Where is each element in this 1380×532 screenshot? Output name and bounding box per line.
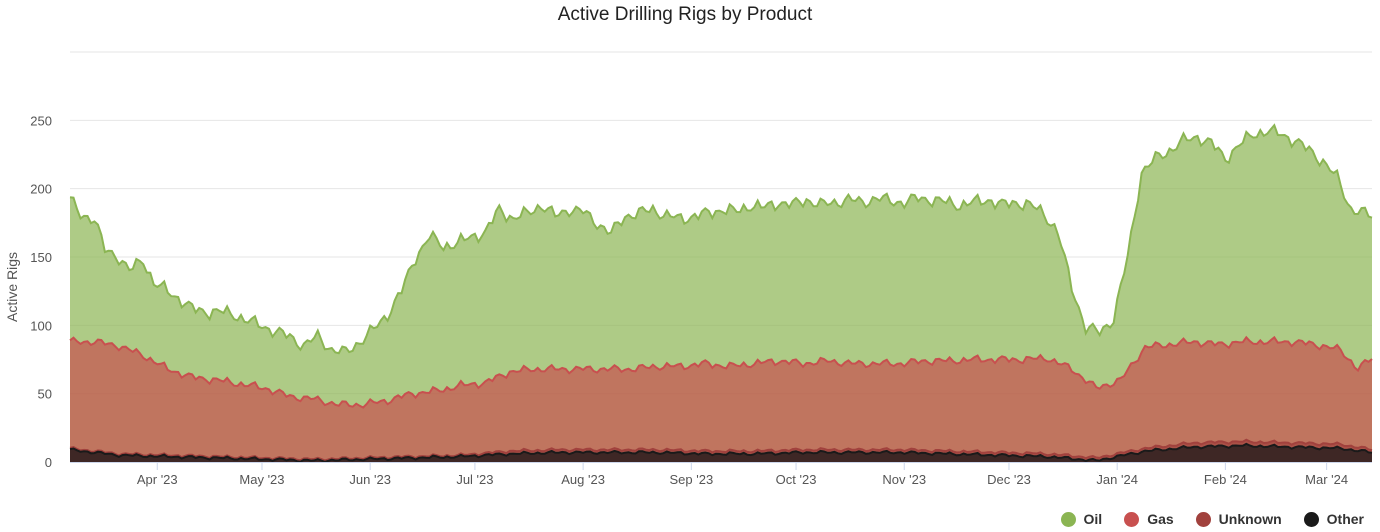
y-axis-title: Active Rigs: [4, 252, 20, 322]
legend-item-gas[interactable]: Gas: [1124, 511, 1174, 527]
x-tick-label: Sep '23: [669, 472, 713, 487]
legend-oil-label: Oil: [1083, 511, 1103, 527]
y-tick-label: 100: [30, 318, 52, 333]
y-tick-label: 50: [38, 387, 52, 402]
series-area-other: [70, 443, 1372, 462]
x-tick-label: Jan '24: [1096, 472, 1138, 487]
x-tick-label: Jun '23: [349, 472, 391, 487]
legend-other-label: Other: [1326, 511, 1364, 527]
y-tick-label: 250: [30, 113, 52, 128]
x-tick-label: Oct '23: [776, 472, 817, 487]
x-tick-label: Mar '24: [1305, 472, 1348, 487]
series-area-gas: [70, 337, 1372, 462]
y-tick-label: 200: [30, 182, 52, 197]
legend-gas-marker: [1124, 511, 1140, 527]
legend-item-other[interactable]: Other: [1303, 511, 1364, 527]
legend-unknown-label: Unknown: [1218, 511, 1282, 527]
series-areas: [69, 123, 1373, 463]
x-tick-label: May '23: [239, 472, 284, 487]
legend-item-unknown[interactable]: Unknown: [1195, 511, 1282, 527]
series-line-gas: [69, 335, 1373, 409]
x-tick-label: Aug '23: [561, 472, 605, 487]
x-tick-label: Feb '24: [1204, 472, 1247, 487]
axes: Active Rigs 0 50 100 150 200 250 Apr '23 May '2…: [4, 113, 1372, 487]
series-line-unknown: [69, 438, 1373, 462]
y-tick-label: 0: [45, 455, 52, 470]
legend: Oil Gas Unknown Other: [1060, 508, 1364, 530]
series-line-other: [69, 442, 1373, 463]
x-tick-label: Nov '23: [882, 472, 926, 487]
chart-title: Active Drilling Rigs by Product: [557, 4, 813, 25]
legend-gas-label: Gas: [1147, 511, 1174, 527]
series-line-oil: [69, 123, 1373, 355]
x-tick-label: Dec '23: [987, 472, 1031, 487]
legend-item-oil[interactable]: Oil: [1060, 511, 1103, 527]
y-tick-label: 150: [30, 250, 52, 265]
legend-unknown-marker: [1195, 511, 1211, 527]
x-tick-label: Jul '23: [456, 472, 493, 487]
legend-oil-marker: [1060, 511, 1076, 527]
x-tick-label: Apr '23: [137, 472, 178, 487]
legend-other-marker: [1303, 511, 1319, 527]
